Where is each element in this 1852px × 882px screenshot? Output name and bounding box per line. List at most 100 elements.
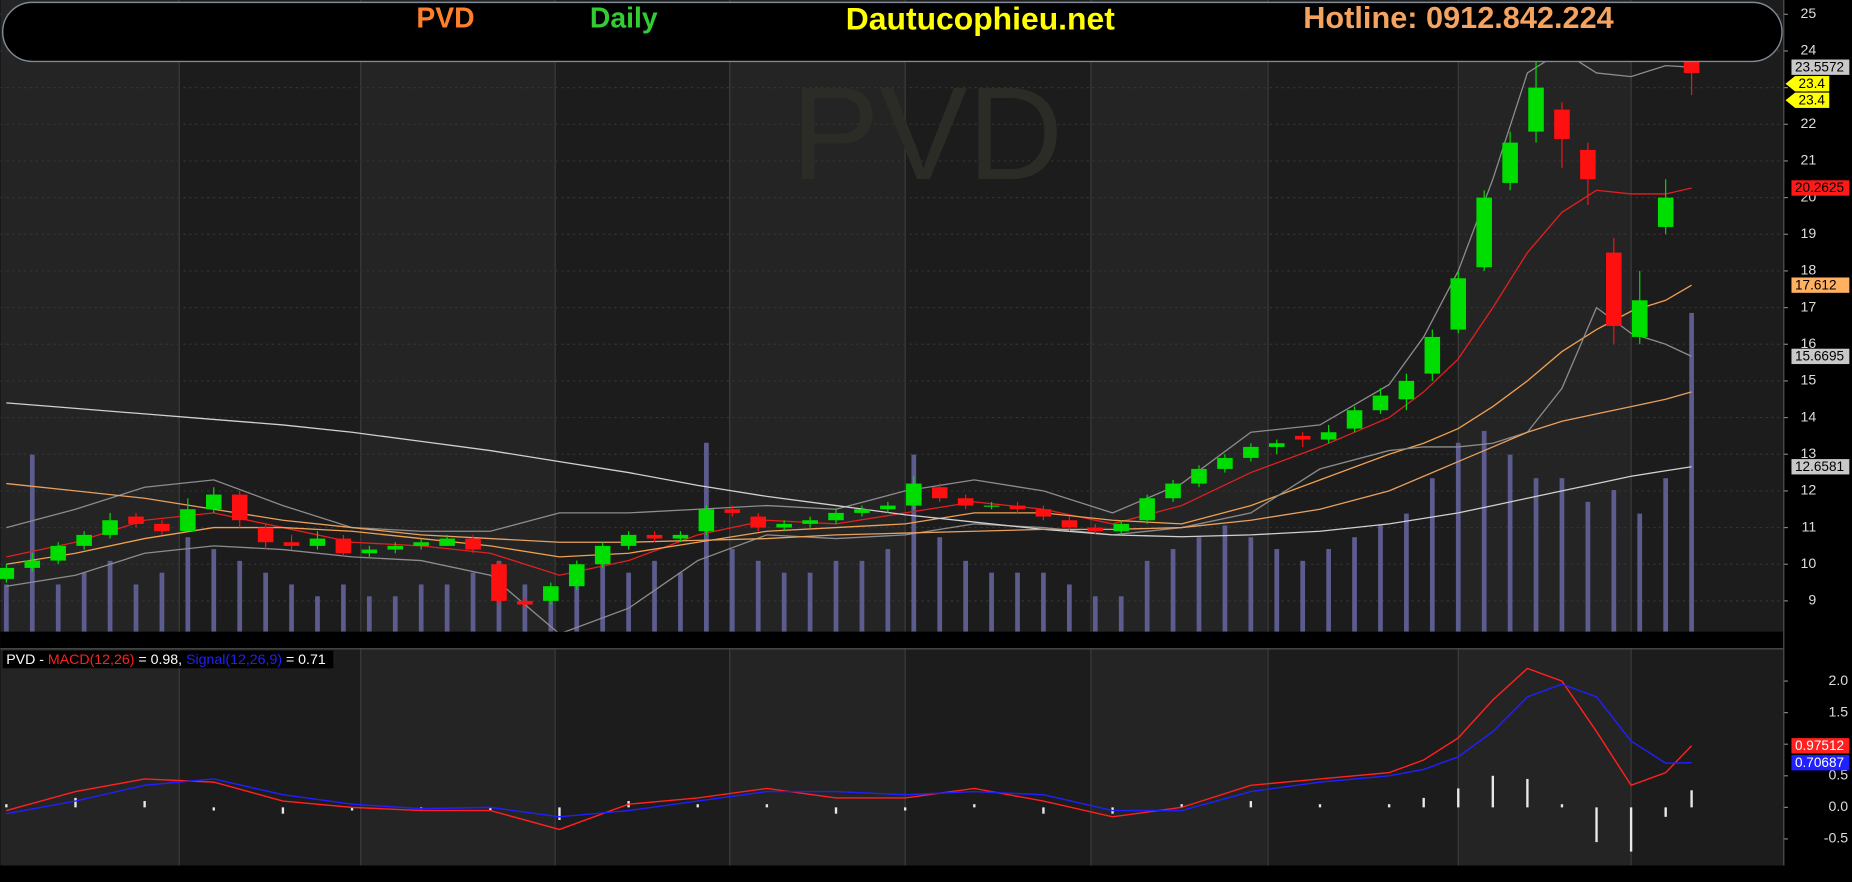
tag-arrow — [1785, 92, 1796, 108]
y-tick-label: 9 — [1808, 593, 1816, 609]
volume-bar — [4, 584, 9, 632]
candle-body — [1424, 336, 1441, 374]
volume-bar — [1041, 572, 1046, 632]
month-band — [0, 0, 180, 866]
volume-bar — [574, 572, 580, 632]
y-tick-label: 22 — [1801, 116, 1817, 132]
volume-bar — [1326, 549, 1331, 632]
candle-body — [957, 498, 974, 506]
month-band — [555, 0, 730, 866]
histogram-bar — [281, 807, 285, 814]
volume-bar — [963, 560, 969, 632]
candle-body — [50, 545, 66, 561]
histogram-bar — [765, 804, 769, 808]
volume-bar — [315, 596, 320, 632]
volume-bar — [1611, 490, 1617, 632]
header-bar — [1, 1, 1783, 63]
volume-bar — [418, 584, 424, 632]
volume-bar — [1066, 584, 1072, 632]
volume-bar — [729, 549, 735, 632]
value-tag — [1791, 459, 1850, 475]
volume-bar — [1015, 572, 1020, 632]
volume-bar — [911, 454, 917, 632]
volume-bar — [1092, 596, 1098, 632]
volume-bar — [341, 584, 346, 632]
histogram-bar — [489, 807, 492, 811]
histogram-bar — [903, 807, 907, 811]
candle-body — [1320, 432, 1337, 440]
y-tick-label: 16 — [1801, 336, 1817, 352]
month-band — [729, 0, 906, 866]
tag-arrow — [1785, 76, 1796, 92]
volume-bar — [185, 537, 191, 632]
volume-bar — [678, 572, 683, 632]
legend-signal: Signal(12,26,9) — [186, 652, 282, 668]
volume-bar — [55, 584, 61, 632]
candle-body — [1398, 380, 1415, 400]
volume-bar — [1248, 537, 1254, 632]
volume-bar — [237, 560, 243, 632]
volume-bar — [1689, 312, 1694, 632]
volume-bar — [755, 560, 761, 632]
month-band — [1268, 0, 1459, 866]
candle-body — [672, 534, 689, 539]
volume-bar — [704, 442, 709, 632]
macd-line — [6, 683, 1692, 818]
candle-body — [568, 564, 585, 587]
candle-body — [76, 534, 92, 546]
volume-bar — [833, 560, 839, 632]
volume-bar — [444, 584, 450, 632]
value-tag-label: 12.6581 — [1795, 459, 1844, 474]
histogram-bar — [1690, 790, 1693, 808]
candle-body — [1502, 142, 1518, 183]
volume-bar — [133, 584, 139, 632]
indicator-line — [6, 402, 1692, 538]
histogram-bar — [696, 804, 699, 808]
candle-body — [335, 538, 352, 554]
volume-bar — [548, 596, 554, 632]
candle-body — [1035, 509, 1052, 517]
histogram-bar — [1526, 778, 1529, 808]
candle-body — [802, 520, 818, 524]
candle-body — [880, 505, 896, 510]
volume-bar — [1196, 537, 1202, 632]
volume-bar — [885, 549, 891, 632]
candle-body — [906, 483, 922, 506]
legend-macd-value: = 0.98, — [138, 652, 182, 668]
header-symbol: PVD — [416, 3, 474, 35]
value-tag-label: 23.5572 — [1795, 59, 1844, 74]
volume-bar — [1637, 513, 1643, 632]
volume-bar — [366, 596, 372, 632]
y-tick-label: 0.0 — [1828, 799, 1848, 815]
candle-body — [724, 509, 741, 513]
candle-body — [543, 586, 559, 601]
volume-bar — [392, 596, 398, 632]
candle-body — [1528, 87, 1544, 132]
y-tick-label: 11 — [1802, 519, 1817, 535]
y-tick-label: 1.5 — [1828, 704, 1848, 720]
candle-body — [387, 545, 404, 550]
candle-body — [517, 600, 533, 605]
candle-body — [491, 564, 507, 601]
histogram-bar — [1664, 807, 1667, 817]
value-tag — [1791, 348, 1850, 365]
candle-body — [1139, 498, 1155, 521]
candle-body — [24, 560, 41, 568]
indicator-line — [6, 284, 1692, 565]
volume-bar — [781, 572, 787, 632]
value-tag-label: 0.97512 — [1795, 738, 1844, 753]
header-site: Dautucophieu.net — [846, 1, 1115, 37]
candle-body — [1061, 520, 1078, 528]
candle-body — [1009, 505, 1026, 510]
y-tick-label: 21 — [1801, 153, 1817, 169]
candle-body — [231, 494, 248, 521]
value-tag — [1791, 738, 1850, 754]
histogram-bar — [350, 807, 354, 811]
histogram-bar — [558, 807, 561, 820]
candle-body — [361, 549, 378, 554]
volume-bar — [859, 560, 865, 632]
candle-body — [102, 520, 118, 535]
candle-body — [439, 538, 455, 546]
y-tick-label: 10 — [1801, 556, 1817, 572]
